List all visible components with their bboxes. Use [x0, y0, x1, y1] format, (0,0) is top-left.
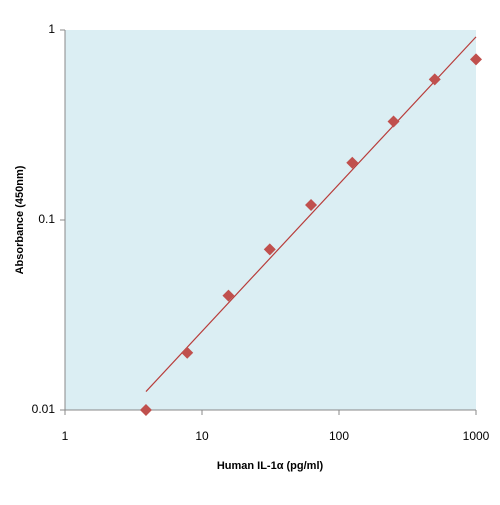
plot-area — [65, 30, 476, 410]
data-point — [305, 198, 318, 211]
data-point — [387, 115, 400, 128]
x-tick-label: 100 — [329, 429, 349, 443]
data-point — [428, 73, 441, 86]
x-tick-label: 10 — [195, 429, 209, 443]
data-point — [346, 156, 359, 169]
y-axis-title: Absorbance (450nm) — [14, 165, 26, 274]
x-axis-title: Human IL-1α (pg/ml) — [217, 460, 324, 472]
data-point — [222, 289, 235, 302]
y-tick-label: 1 — [48, 22, 55, 36]
data-point — [139, 404, 152, 416]
fit-line — [145, 36, 477, 392]
data-point — [181, 346, 194, 359]
y-tick-label: 0.01 — [32, 402, 56, 416]
x-tick-label: 1 — [62, 429, 69, 443]
y-tick-label: 0.1 — [38, 212, 55, 226]
data-point — [263, 243, 276, 256]
x-tick-label: 1000 — [463, 429, 490, 443]
data-point — [470, 53, 482, 66]
